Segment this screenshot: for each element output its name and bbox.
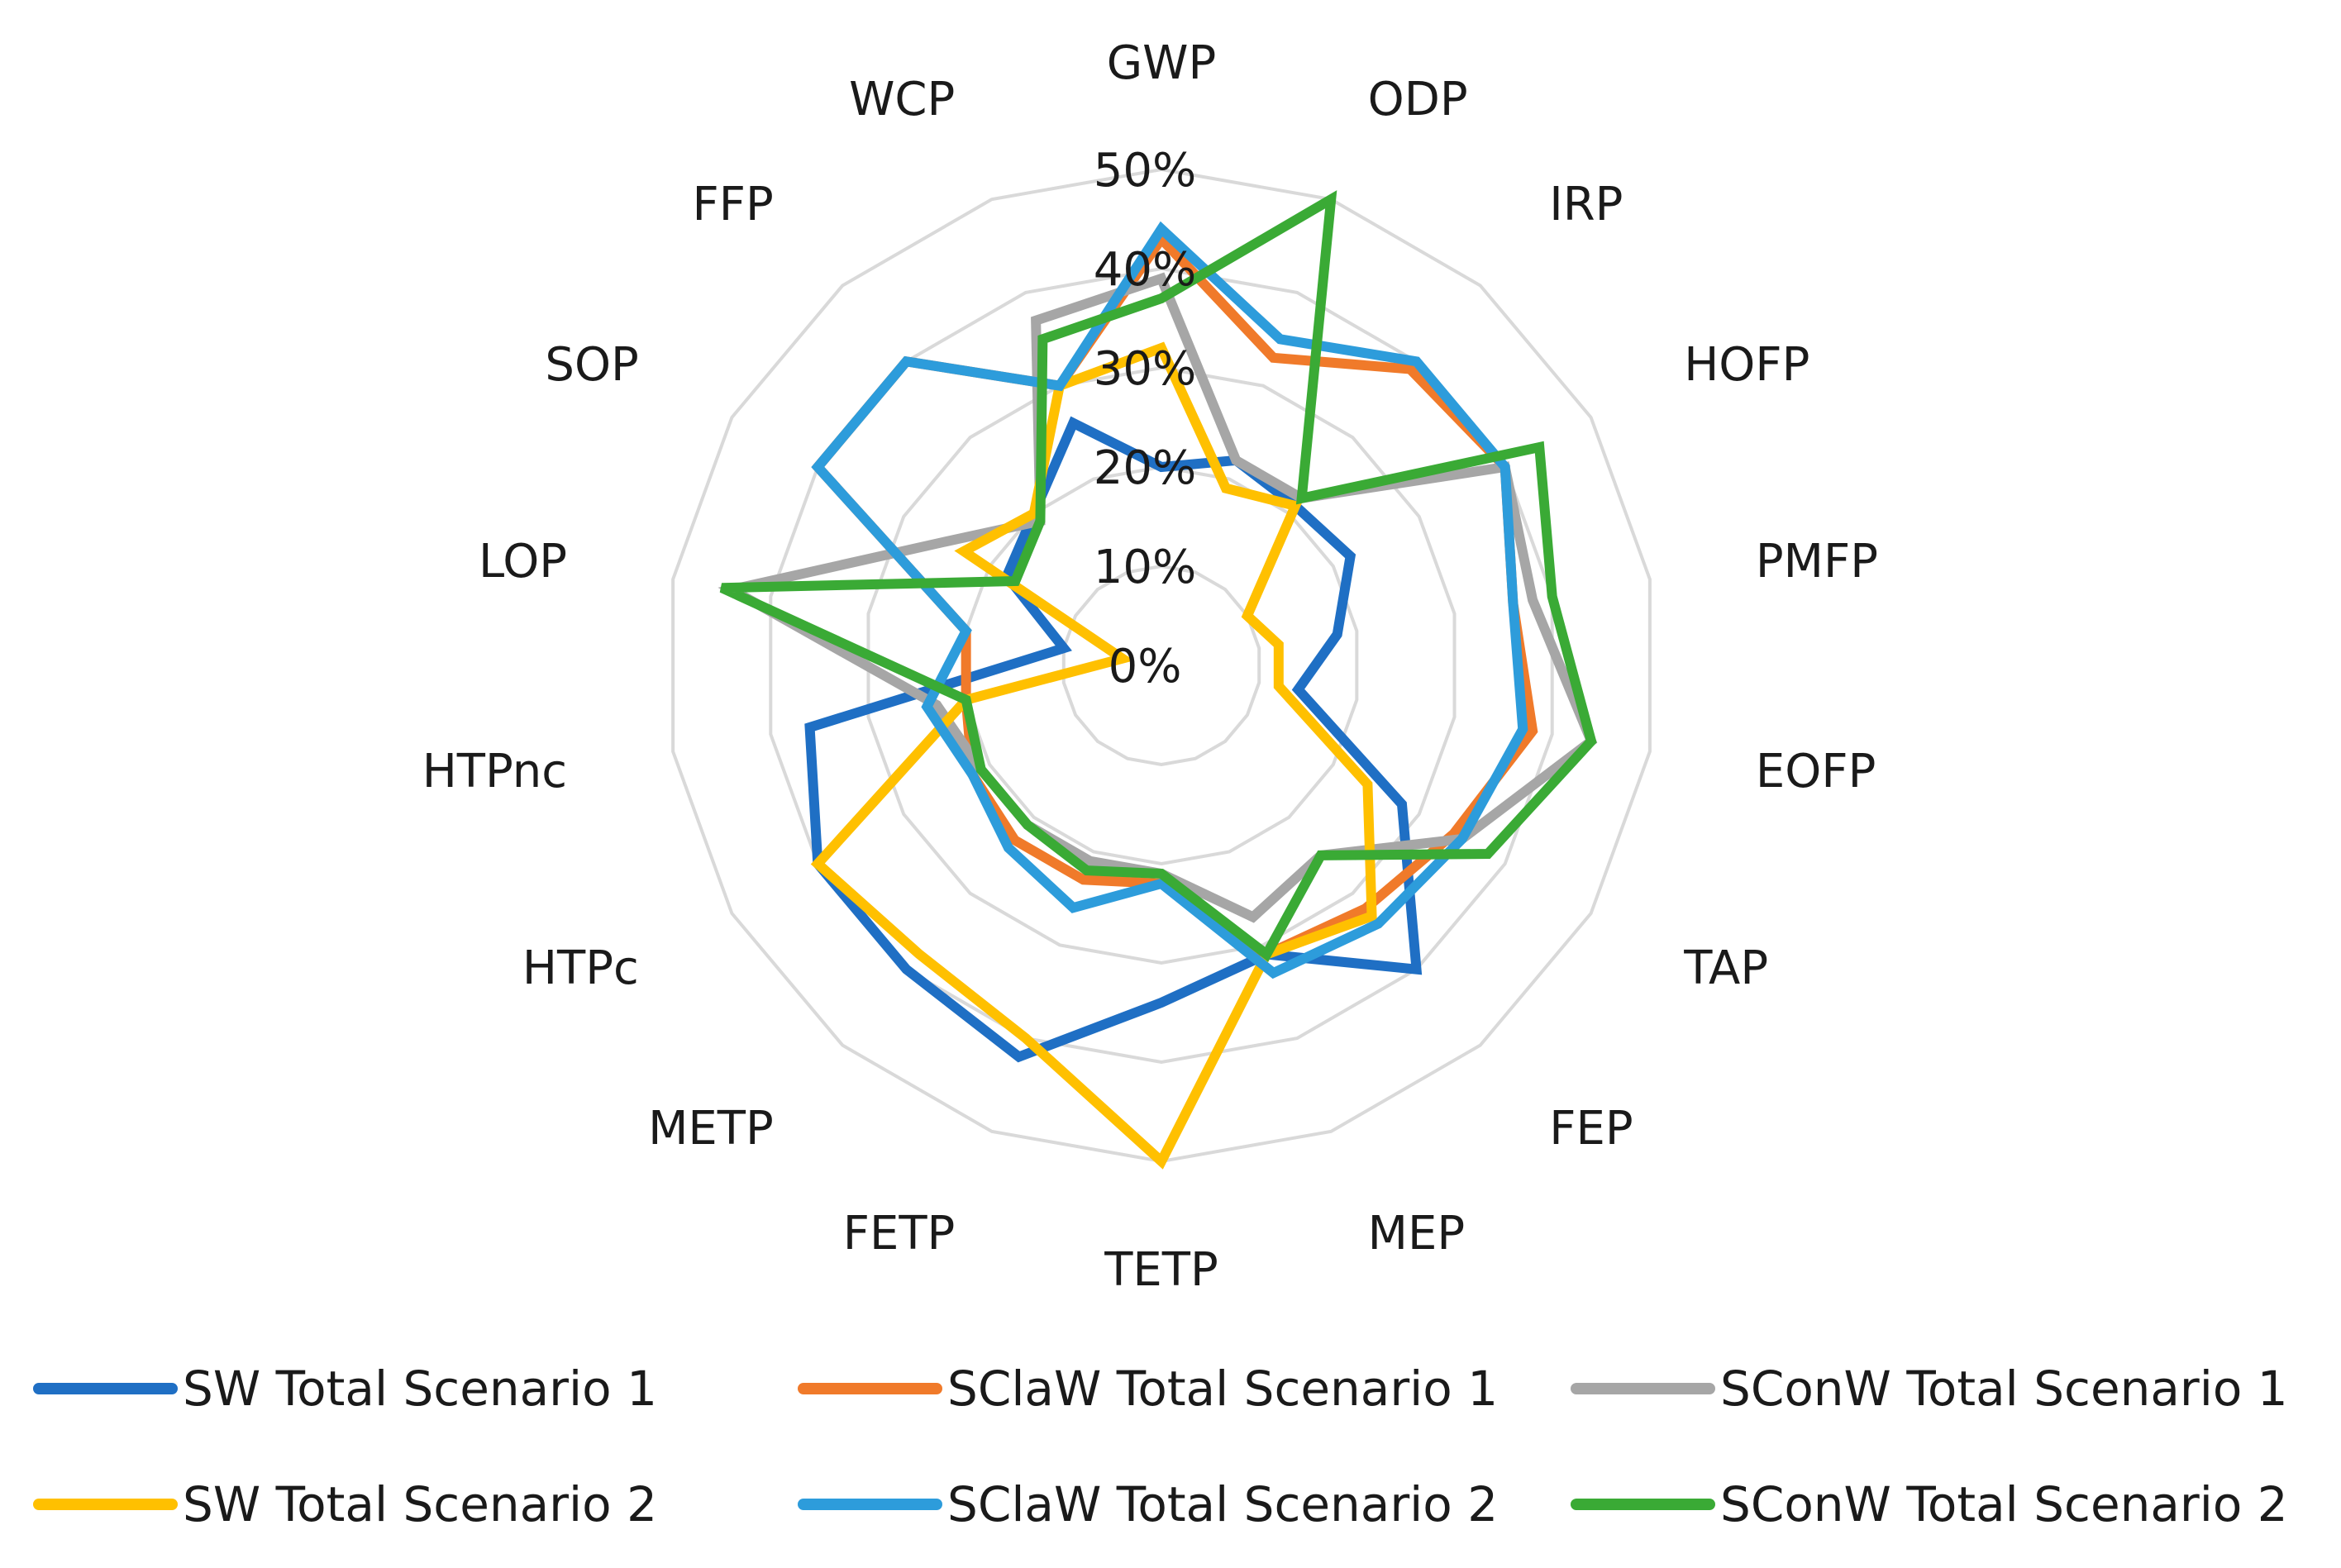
legend-swatch bbox=[33, 1383, 178, 1394]
legend-label: SConW Total Scenario 1 bbox=[1720, 1361, 2288, 1417]
series-line-4 bbox=[810, 341, 1377, 1170]
legend-label: SClaW Total Scenario 2 bbox=[947, 1476, 1499, 1532]
axis-label-htpnc: HTPnc bbox=[422, 745, 567, 798]
axis-label-fetp: FETP bbox=[843, 1207, 956, 1261]
tick-label-40: 40% bbox=[1094, 243, 1196, 297]
tick-label-30: 30% bbox=[1094, 342, 1196, 396]
legend-label: SConW Total Scenario 2 bbox=[1720, 1476, 2288, 1532]
radar-series bbox=[718, 190, 1598, 1170]
radar-chart: 0% 10% 20% 30% 40% 50% GWP ODP IRP HOFP PMFP EOFP T… bbox=[422, 36, 1878, 1297]
legend-swatch bbox=[1571, 1499, 1715, 1510]
series-line-6 bbox=[719, 190, 1597, 962]
legend-swatch bbox=[33, 1499, 178, 1510]
legend-item-sclaw-scenario-2: SClaW Total Scenario 2 bbox=[798, 1475, 1498, 1533]
axis-label-lop: LOP bbox=[479, 535, 567, 589]
axis-label-htpc: HTPc bbox=[522, 941, 639, 995]
legend-item-sconw-scenario-1: SConW Total Scenario 1 bbox=[1571, 1360, 2288, 1418]
legend-swatch bbox=[1571, 1383, 1715, 1394]
legend-swatch bbox=[798, 1383, 942, 1394]
axis-label-metp: METP bbox=[648, 1102, 774, 1156]
axis-label-tap: TAP bbox=[1683, 941, 1768, 995]
legend-item-sclaw-scenario-1: SClaW Total Scenario 1 bbox=[798, 1360, 1498, 1418]
legend-item-sw-scenario-2: SW Total Scenario 2 bbox=[33, 1475, 657, 1533]
legend-label: SW Total Scenario 2 bbox=[183, 1476, 657, 1532]
tick-label-10: 10% bbox=[1094, 541, 1196, 594]
axis-label-eofp: EOFP bbox=[1756, 745, 1876, 798]
radial-tick-labels: 0% 10% 20% 30% 40% 50% bbox=[1094, 144, 1196, 693]
tick-label-50: 50% bbox=[1094, 144, 1196, 198]
legend-swatch bbox=[798, 1499, 942, 1510]
axis-label-irp: IRP bbox=[1549, 178, 1623, 231]
axis-label-pmfp: PMFP bbox=[1756, 535, 1878, 589]
grid-ring-30 bbox=[866, 365, 1457, 965]
legend-label: SClaW Total Scenario 1 bbox=[947, 1361, 1499, 1417]
axis-label-hofp: HOFP bbox=[1684, 338, 1809, 392]
axis-label-wcp: WCP bbox=[849, 73, 955, 126]
axis-label-tetp: TETP bbox=[1104, 1243, 1218, 1297]
tick-label-0: 0% bbox=[1109, 640, 1182, 693]
axis-label-gwp: GWP bbox=[1107, 36, 1217, 90]
axis-label-fep: FEP bbox=[1549, 1102, 1633, 1156]
axis-category-labels: GWP ODP IRP HOFP PMFP EOFP TAP FEP MEP TETP FETP ME… bbox=[422, 36, 1878, 1297]
legend-item-sconw-scenario-2: SConW Total Scenario 2 bbox=[1571, 1475, 2288, 1533]
axis-label-sop: SOP bbox=[545, 338, 638, 392]
tick-label-20: 20% bbox=[1094, 441, 1196, 495]
axis-label-mep: MEP bbox=[1368, 1207, 1465, 1261]
axis-label-odp: ODP bbox=[1368, 73, 1468, 126]
chart-legend: SW Total Scenario 1 SClaW Total Scenario… bbox=[0, 1331, 2341, 1568]
axis-label-ffp: FFP bbox=[693, 178, 774, 231]
series-line-5 bbox=[811, 221, 1528, 979]
legend-item-sw-scenario-1: SW Total Scenario 1 bbox=[33, 1360, 657, 1418]
legend-label: SW Total Scenario 1 bbox=[183, 1361, 657, 1417]
